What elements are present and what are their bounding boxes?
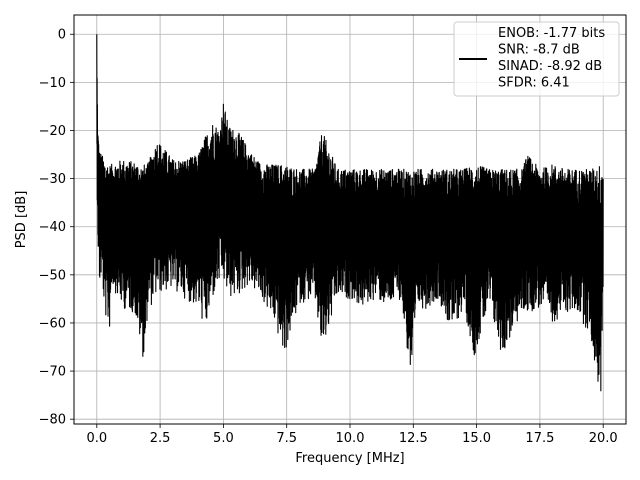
x-tick-label: 12.5	[399, 431, 428, 446]
y-tick-label: −20	[39, 124, 66, 139]
y-tick-label: −10	[39, 76, 66, 91]
legend-box	[453, 21, 620, 97]
y-axis-label: PSD [dB]	[14, 191, 29, 249]
y-tick-label: −30	[39, 172, 66, 187]
y-tick-label: −70	[39, 365, 66, 380]
x-tick-label: 15.0	[462, 431, 491, 446]
y-tick-label: −80	[39, 413, 66, 428]
legend-enob: ENOB: -1.77 bits	[498, 26, 605, 41]
y-tick-label: −60	[39, 316, 66, 331]
x-tick-label: 2.5	[150, 431, 171, 446]
ticks: 0.0 2.5 5.0 7.5 10.0 12.5 15.0 17.5 20.0 0 −10 −20 −…	[39, 28, 618, 446]
y-tick-label: −40	[39, 220, 66, 235]
psd-series-line	[96, 34, 604, 392]
x-axis-label: Frequency [MHz]	[295, 451, 404, 466]
x-tick-label: 20.0	[589, 431, 618, 446]
x-tick-label: 10.0	[336, 431, 365, 446]
x-tick-label: 7.5	[276, 431, 297, 446]
plot-data	[96, 34, 604, 392]
legend-sfdr: SFDR: 6.41	[498, 76, 570, 91]
x-tick-label: 17.5	[525, 431, 554, 446]
legend-snr: SNR: -8.7 dB	[498, 43, 580, 58]
y-tick-label: −50	[39, 268, 66, 283]
x-tick-label: 5.0	[213, 431, 234, 446]
legend: ENOB: -1.77 bits SNR: -8.7 dB SINAD: -8.…	[453, 21, 620, 97]
legend-sinad: SINAD: -8.92 dB	[498, 59, 602, 74]
x-tick-label: 0.0	[86, 431, 107, 446]
y-tick-label: 0	[58, 28, 66, 43]
